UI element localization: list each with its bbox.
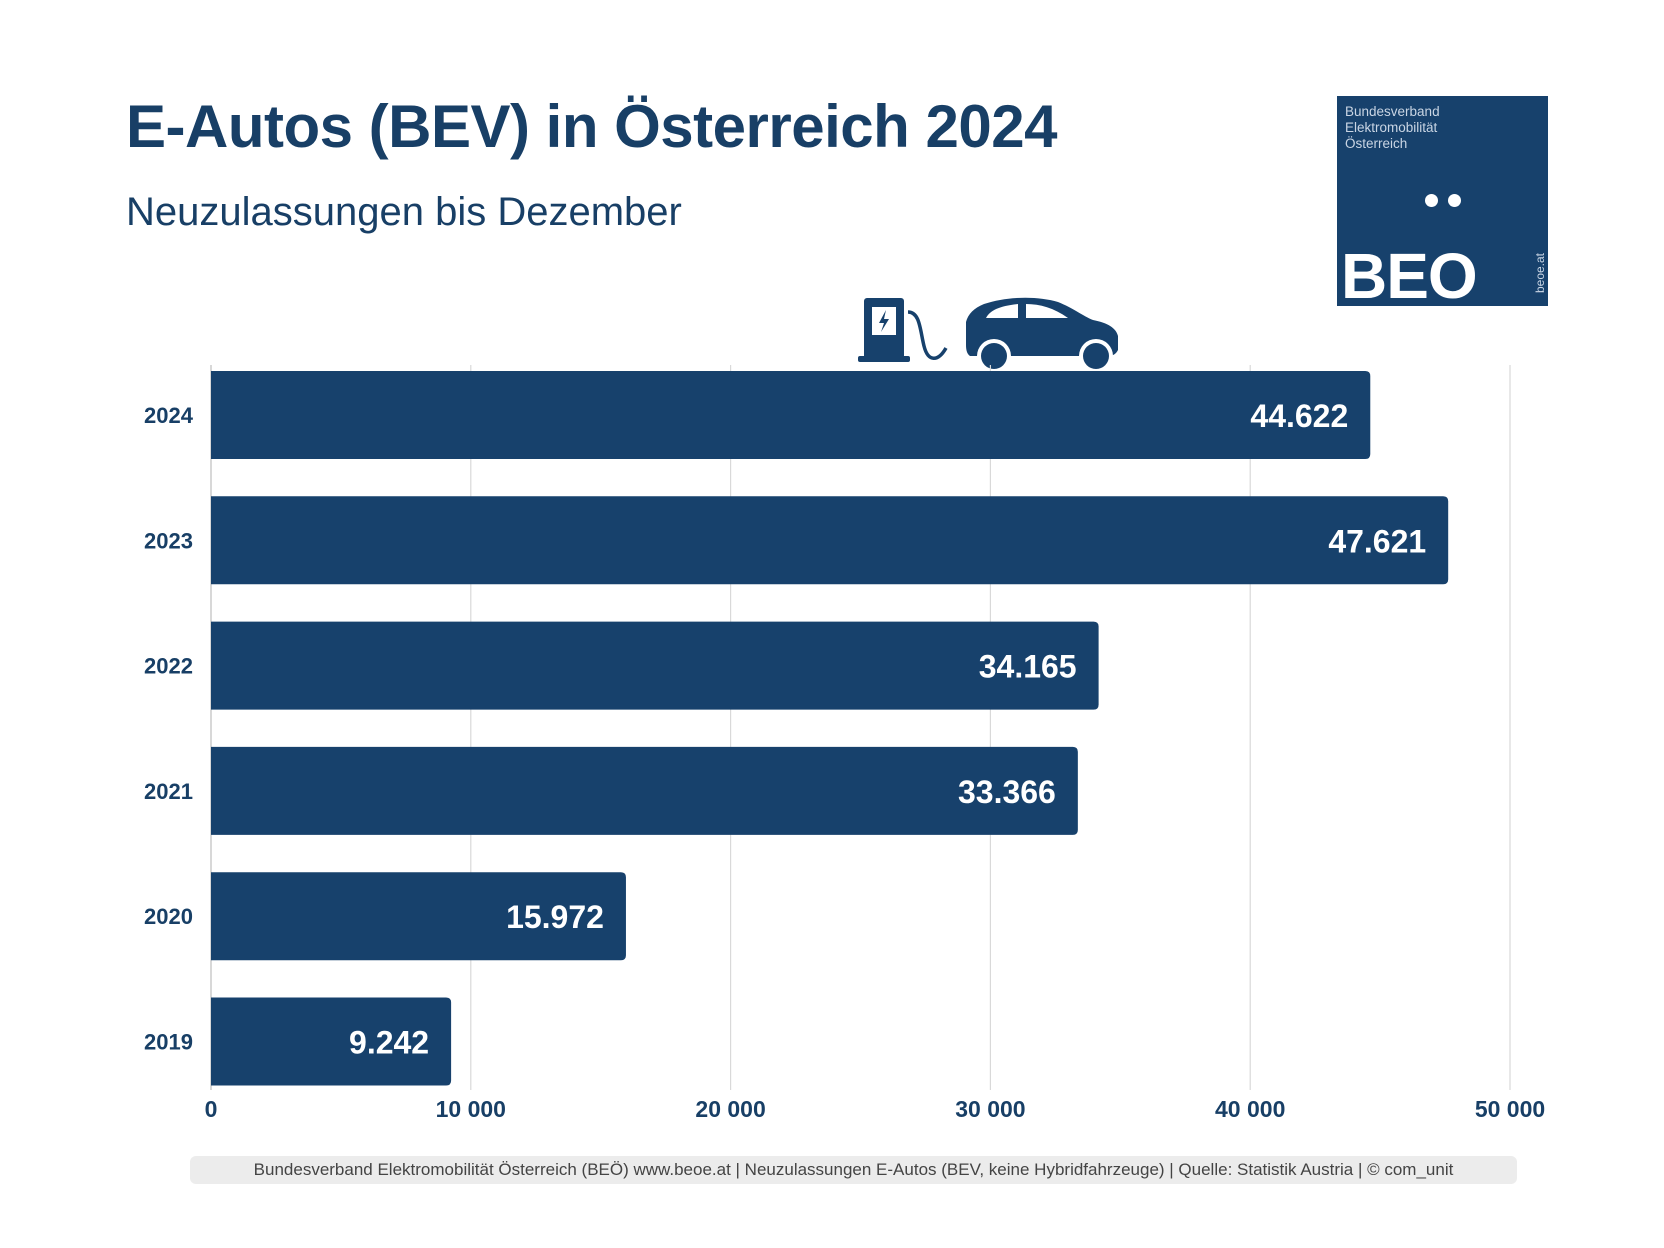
logo-line: Elektromobilität [1345,120,1438,135]
beo-logo: Bundesverband Elektromobilität Österreic… [1337,96,1548,312]
bar [211,997,452,1086]
logo-wordmark: BEO [1341,240,1478,312]
y-category-label: 2023 [144,528,193,553]
chart-title: E-Autos (BEV) in Österreich 2024 [126,93,1057,160]
logo-line: Österreich [1345,136,1408,151]
x-tick-label: 40 000 [1215,1096,1285,1122]
electric-car-icon [966,297,1118,373]
bar [211,371,1371,459]
logo-umlaut-dot [1448,194,1461,207]
x-tick-label: 50 000 [1475,1096,1545,1122]
bar-value-label: 15.972 [506,899,604,935]
ev-charging-illustration [858,290,1138,377]
logo-line: Bundesverband [1345,104,1440,119]
bar [211,872,626,961]
x-tick-label: 30 000 [955,1096,1025,1122]
logo-umlaut-dot [1425,194,1438,207]
bar [211,621,1099,710]
x-tick-label: 0 [205,1096,218,1122]
bar [211,496,1449,585]
x-tick-label: 20 000 [695,1096,765,1122]
chart-subtitle: Neuzulassungen bis Dezember [126,190,682,234]
y-category-label: 2021 [144,779,193,804]
footer-source: Bundesverband Elektromobilität Österreic… [190,1156,1517,1184]
charging-station-icon [858,298,948,362]
bar-value-label: 47.621 [1328,523,1426,559]
bar [211,746,1078,835]
x-tick-label: 10 000 [436,1096,506,1122]
y-category-label: 2022 [144,654,193,679]
bar-value-label: 33.366 [958,774,1056,810]
bar-value-label: 34.165 [979,649,1077,685]
bar-value-label: 44.622 [1250,398,1348,434]
logo-org-name: Bundesverband Elektromobilität Österreic… [1345,104,1440,152]
bar-value-label: 9.242 [349,1025,429,1061]
y-category-label: 2020 [144,904,193,929]
y-category-label: 2019 [144,1030,193,1055]
y-category-label: 2024 [144,403,194,428]
